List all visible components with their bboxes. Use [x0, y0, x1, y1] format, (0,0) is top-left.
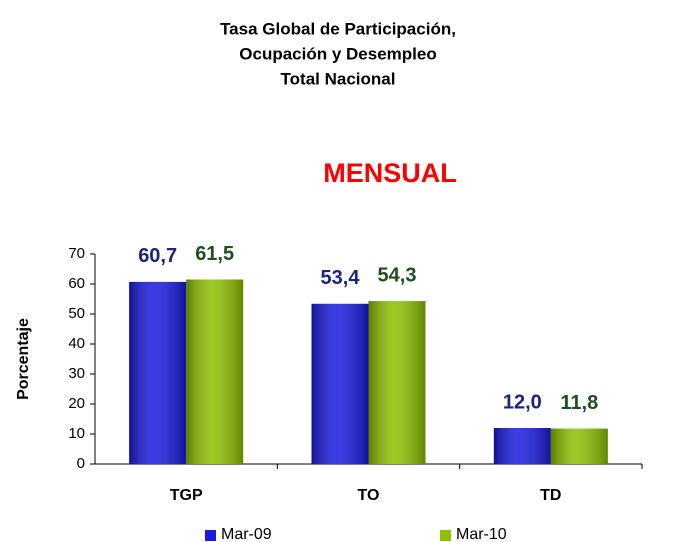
y-tick-label: 60 — [68, 275, 85, 292]
bar-shade — [311, 303, 369, 464]
legend-swatch — [440, 530, 451, 541]
x-tick-label: TGP — [170, 487, 203, 504]
data-label: 60,7 — [138, 245, 177, 267]
chart-title: Ocupación y Desempleo — [239, 44, 436, 63]
y-tick-label: 20 — [68, 395, 85, 412]
data-label: 53,4 — [321, 267, 361, 289]
y-tick-label: 10 — [68, 425, 85, 442]
x-tick-label: TD — [540, 487, 561, 504]
legend-label: Mar-09 — [221, 526, 272, 542]
data-label: 11,8 — [560, 392, 598, 414]
data-label: 54,3 — [378, 264, 417, 286]
bar-shade — [186, 279, 244, 464]
y-tick-label: 70 — [68, 245, 85, 262]
chart-title: Tasa Global de Participación, — [220, 19, 456, 38]
y-tick-label: 50 — [68, 305, 85, 322]
data-label: 61,5 — [195, 243, 234, 265]
y-tick-label: 0 — [77, 455, 85, 472]
y-tick-label: 30 — [68, 365, 85, 382]
y-tick-label: 40 — [68, 335, 85, 352]
bar-shade — [493, 428, 551, 464]
bar-shade — [550, 428, 608, 464]
bar-shade — [129, 281, 187, 464]
legend-label: Mar-10 — [456, 526, 507, 542]
y-axis-label: Porcentaje — [15, 318, 32, 400]
chart-title: Total Nacional — [281, 69, 396, 88]
chart-subtitle: MENSUAL — [323, 158, 457, 188]
bar-shade — [368, 301, 426, 464]
data-label: 12,0 — [503, 391, 542, 413]
legend-swatch — [205, 530, 216, 541]
x-tick-label: TO — [358, 487, 380, 504]
